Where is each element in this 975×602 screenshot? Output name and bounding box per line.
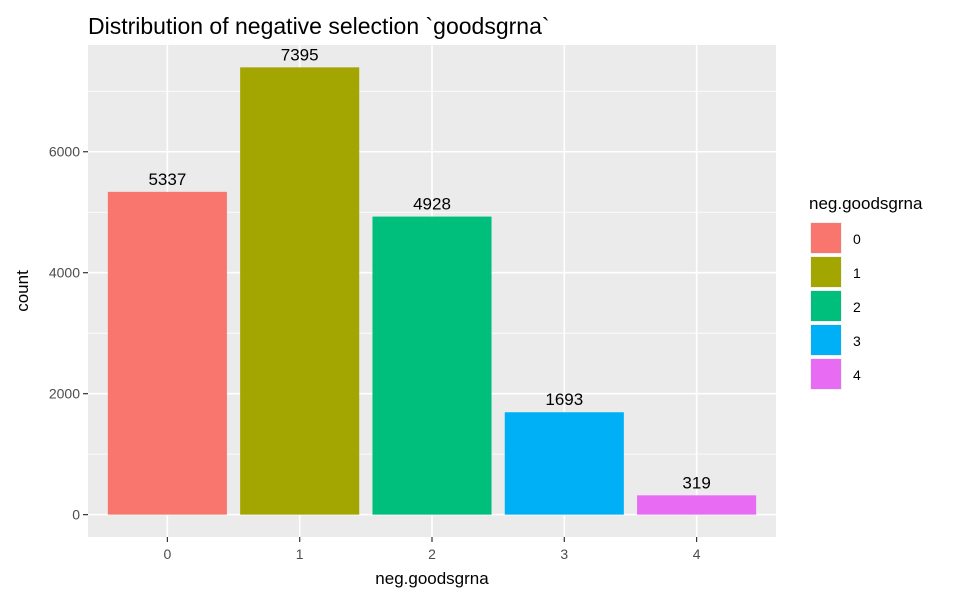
data-label-3: 1693 <box>545 390 583 409</box>
bar-2 <box>372 216 492 515</box>
y-tick-label: 0 <box>72 507 80 523</box>
x-axis: 0 1 2 3 4 <box>163 537 701 562</box>
bars <box>107 67 757 515</box>
data-labels: 5337 7395 4928 1693 319 <box>148 45 710 492</box>
data-label-2: 4928 <box>413 195 451 214</box>
legend-swatch-0 <box>811 223 841 253</box>
legend-swatch-2 <box>811 291 841 321</box>
data-label-0: 5337 <box>148 170 186 189</box>
y-axis-title: count <box>13 270 32 312</box>
chart-title: Distribution of negative selection `good… <box>88 13 550 39</box>
x-tick-label: 3 <box>560 546 568 562</box>
legend-label-3: 3 <box>853 333 861 349</box>
x-tick-label: 2 <box>428 546 436 562</box>
legend: neg.goodsgrna 0 1 2 3 4 <box>809 194 923 390</box>
x-tick-label: 4 <box>693 546 701 562</box>
legend-label-1: 1 <box>853 265 861 281</box>
bar-0 <box>107 191 227 515</box>
legend-swatch-4 <box>811 359 841 389</box>
bar-1 <box>240 67 360 515</box>
legend-label-4: 4 <box>853 367 861 383</box>
data-label-4: 319 <box>682 473 710 492</box>
data-label-1: 7395 <box>281 45 319 64</box>
x-tick-label: 1 <box>296 546 304 562</box>
legend-title: neg.goodsgrna <box>809 194 923 213</box>
bar-4 <box>637 495 757 515</box>
y-tick-label: 2000 <box>49 386 80 402</box>
legend-label-0: 0 <box>853 231 861 247</box>
y-tick-label: 6000 <box>49 144 80 160</box>
bar-3 <box>504 412 624 515</box>
legend-label-2: 2 <box>853 299 861 315</box>
legend-swatch-1 <box>811 257 841 287</box>
x-axis-title: neg.goodsgrna <box>375 569 489 588</box>
y-tick-label: 4000 <box>49 265 80 281</box>
x-tick-label: 0 <box>163 546 171 562</box>
y-axis: 0 2000 4000 6000 <box>49 144 88 523</box>
legend-swatch-3 <box>811 325 841 355</box>
